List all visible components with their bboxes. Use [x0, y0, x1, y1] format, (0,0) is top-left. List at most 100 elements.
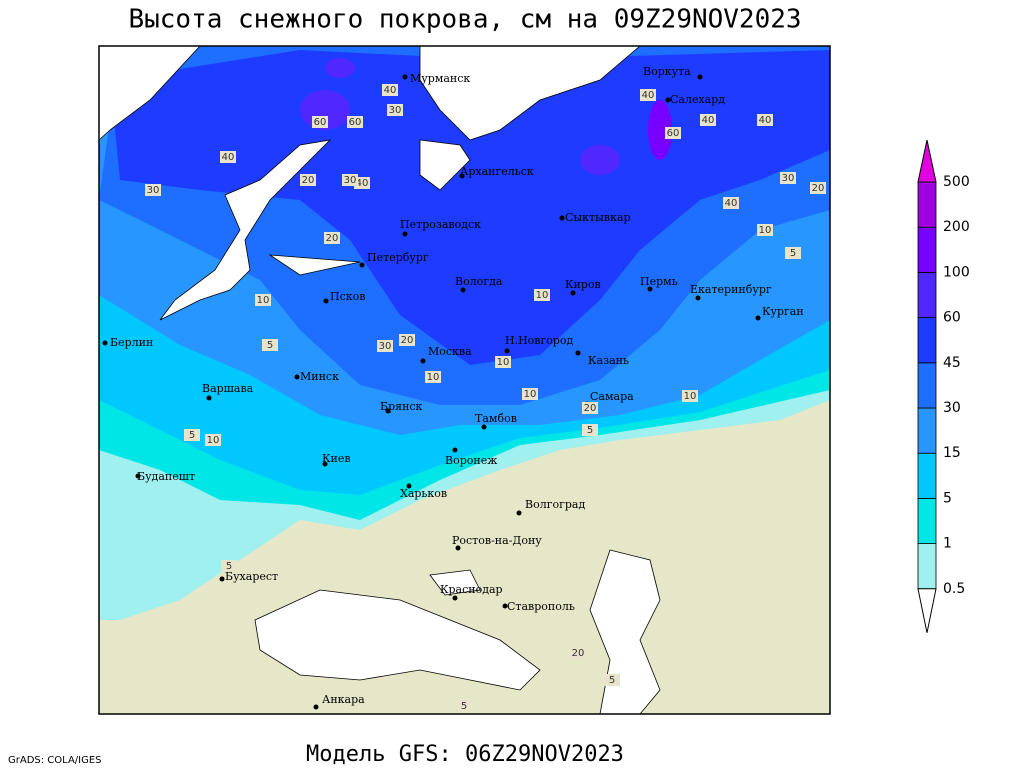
- colorbar-label: 5: [943, 490, 952, 506]
- city-label: Ростов-на-Дону: [452, 534, 542, 547]
- city-dot: [559, 215, 565, 221]
- title: Высота снежного покрова, см на 09Z29NOV2…: [128, 5, 801, 35]
- contour-label-bg: [342, 174, 358, 186]
- contour-label: 40: [725, 198, 738, 209]
- contour-label-bg: [312, 116, 328, 128]
- city-dot: [459, 173, 465, 179]
- city-dot: [219, 576, 225, 582]
- city-dot: [402, 74, 408, 80]
- contour-label: 40: [222, 152, 235, 163]
- colorbar-label: 45: [943, 355, 961, 371]
- city-dot: [452, 447, 458, 453]
- city-label: Киров: [565, 278, 601, 291]
- city-dot: [135, 473, 141, 479]
- city-dot: [385, 408, 391, 414]
- city-label: Москва: [428, 345, 472, 358]
- city-label: Варшава: [202, 382, 254, 395]
- contour-label: 5: [609, 675, 615, 686]
- contour-label: 10: [427, 372, 440, 383]
- city-dot: [323, 298, 329, 304]
- colorbar-band: [917, 407, 937, 454]
- city-label: Берлин: [110, 336, 153, 349]
- city-label: Петрозаводск: [400, 218, 481, 231]
- contour-label-bg: [757, 114, 773, 126]
- contour-label-bg: [604, 674, 620, 686]
- colorbar-label: 15: [943, 445, 961, 461]
- contour-label: 5: [790, 248, 796, 259]
- city-dot: [452, 595, 458, 601]
- colorbar-label: 1: [943, 536, 952, 552]
- city-label: Будапешт: [137, 470, 195, 483]
- city-dot: [406, 483, 412, 489]
- colorbar-band: [917, 317, 937, 364]
- city-label: Волгоград: [525, 498, 585, 511]
- city-label: Самара: [590, 390, 634, 403]
- contour-label-bg: [582, 424, 598, 436]
- contour-label: 40: [702, 115, 715, 126]
- sea: [99, 46, 201, 141]
- city-dot: [575, 350, 581, 356]
- contour-label-bg: [757, 224, 773, 236]
- contour-label-bg: [522, 388, 538, 400]
- city-dot: [504, 348, 510, 354]
- contour-label: 40: [356, 178, 369, 189]
- contour-label-bg: [810, 182, 826, 194]
- city-label: Сыктывкар: [565, 211, 631, 224]
- colorbar-cap: [917, 139, 937, 183]
- city-dot: [359, 262, 365, 268]
- city-dot: [460, 287, 466, 293]
- city-dot: [695, 295, 701, 301]
- snow-zone: [325, 58, 355, 78]
- contour-label-bg: [723, 197, 739, 209]
- contour-label-bg: [262, 339, 278, 351]
- contour-label-bg: [785, 247, 801, 259]
- contour-label: 10: [759, 225, 772, 236]
- city-dot: [206, 395, 212, 401]
- city-dot: [102, 340, 108, 346]
- colorbar-band: [917, 452, 937, 499]
- city-dot: [294, 374, 300, 380]
- sea: [254, 589, 541, 691]
- contour-label: 10: [257, 295, 270, 306]
- contour-label: 60: [314, 117, 327, 128]
- contour-label: 10: [207, 435, 220, 446]
- colorbar-label: 0.5: [943, 581, 965, 597]
- city-label: Минск: [300, 370, 339, 383]
- colorbar-band: [917, 362, 937, 409]
- contour-label-bg: [300, 174, 316, 186]
- contour-label-bg: [324, 232, 340, 244]
- contour-label-bg: [456, 700, 472, 712]
- contour-label: 30: [782, 173, 795, 184]
- contour-label-bg: [640, 89, 656, 101]
- colorbar-band: [917, 497, 937, 544]
- contour-label: 20: [401, 335, 414, 346]
- contour-label-bg: [570, 647, 586, 659]
- contour-label-bg: [220, 151, 236, 163]
- colorbar-label: 500: [943, 174, 970, 190]
- contour-label-bg: [255, 294, 271, 306]
- colorbar-label: 30: [943, 400, 961, 416]
- city-dot: [516, 510, 522, 516]
- contour-label: 5: [461, 701, 467, 712]
- map: [99, 46, 830, 714]
- contour-label: 30: [147, 185, 160, 196]
- contour-label: 20: [572, 648, 585, 659]
- city-label: Краснодар: [440, 583, 503, 596]
- city-dot: [322, 461, 328, 467]
- city-dot: [570, 290, 576, 296]
- city-label: Петербург: [367, 251, 429, 264]
- city-dot: [502, 603, 508, 609]
- city-label: Ставрополь: [507, 600, 575, 613]
- map-frame: [98, 45, 831, 715]
- contour-label: 30: [379, 341, 392, 352]
- colorbar-band: [917, 181, 937, 228]
- contour-label: 40: [642, 90, 655, 101]
- contour-label: 60: [349, 117, 362, 128]
- sea: [589, 549, 661, 714]
- contour-label-bg: [582, 402, 598, 414]
- city-label: Салехард: [670, 93, 725, 106]
- contour-label-bg: [534, 289, 550, 301]
- contour-label: 5: [189, 430, 195, 441]
